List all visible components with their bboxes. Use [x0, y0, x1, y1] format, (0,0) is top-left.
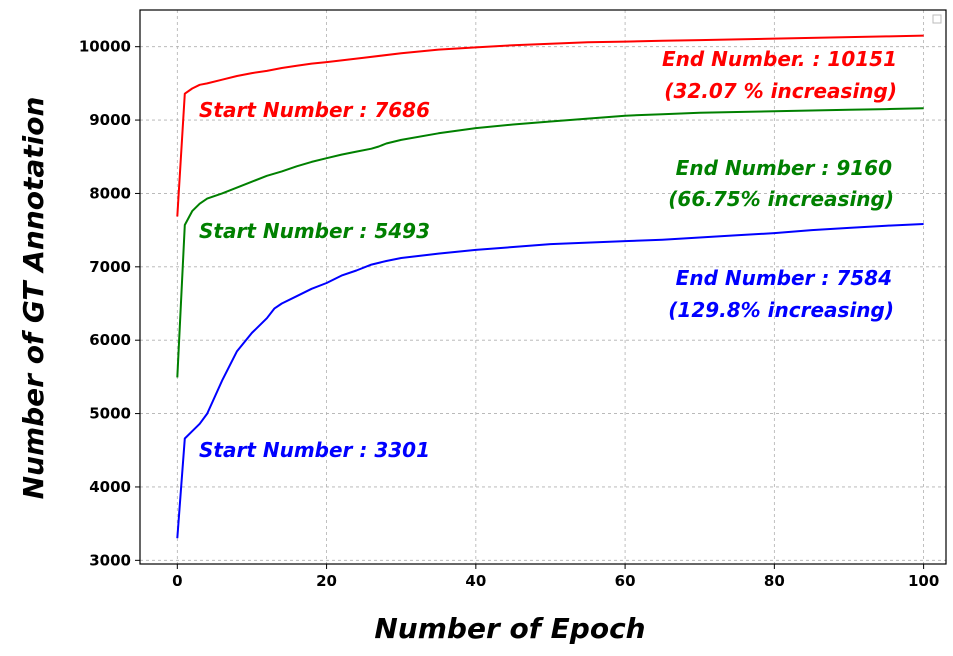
x-tick-label: 80 [764, 572, 785, 590]
red-end-annotation: End Number. : 10151 [662, 47, 897, 71]
x-tick-label: 100 [908, 572, 939, 590]
blue-end-annotation: End Number : 7584 [676, 266, 892, 290]
y-tick-label: 7000 [89, 258, 131, 276]
blue-increase-annotation: (129.8% increasing) [668, 298, 894, 322]
green-start-annotation: Start Number : 5493 [199, 219, 430, 243]
y-tick-label: 3000 [89, 551, 131, 569]
plot-frame [139, 9, 947, 565]
y-tick-label: 6000 [89, 331, 131, 349]
blue-start-annotation: Start Number : 3301 [199, 438, 430, 462]
y-tick-label: 8000 [89, 184, 131, 202]
y-tick-label: 10000 [79, 38, 131, 56]
x-axis-title: Number of Epoch [374, 612, 645, 645]
green-increase-annotation: (66.75% increasing) [668, 187, 894, 211]
x-tick-label: 60 [615, 572, 636, 590]
red-increase-annotation: (32.07 % increasing) [664, 79, 897, 103]
y-axis-title: Number of GT Annotation [17, 97, 50, 500]
series-lines [176, 34, 924, 539]
annotations: Start Number : 7686 End Number. : 10151 … [199, 47, 897, 462]
y-tick-label: 5000 [89, 405, 131, 423]
series-line-0 [176, 34, 924, 217]
y-tick-label: 4000 [89, 478, 131, 496]
axis-ticks: 0 20 40 60 80 100 3000 4000 5000 6000 7000 8000 9000… [79, 38, 939, 590]
legend-box [932, 14, 942, 24]
series-line-1 [176, 107, 924, 378]
red-start-annotation: Start Number : 7686 [199, 98, 430, 122]
grid-lines [140, 10, 946, 564]
y-tick-label: 9000 [89, 111, 131, 129]
x-tick-label: 20 [316, 572, 337, 590]
series-line-2 [176, 223, 924, 539]
x-tick-label: 40 [465, 572, 486, 590]
x-tick-label: 0 [172, 572, 182, 590]
green-end-annotation: End Number : 9160 [676, 156, 892, 180]
